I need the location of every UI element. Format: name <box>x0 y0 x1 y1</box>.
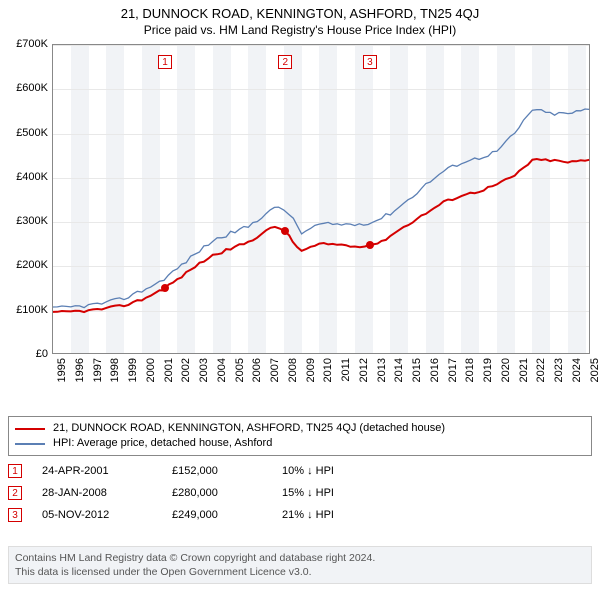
y-axis-label: £300K <box>8 215 48 227</box>
altband <box>213 45 231 353</box>
legend-label: 21, DUNNOCK ROAD, KENNINGTON, ASHFORD, T… <box>53 421 445 436</box>
altband <box>106 45 124 353</box>
event-num-box: 2 <box>8 486 22 500</box>
event-num-box: 1 <box>8 464 22 478</box>
gridline <box>53 134 589 135</box>
sale-marker-dot <box>366 241 374 249</box>
x-axis-label: 2020 <box>500 358 512 382</box>
event-price: £280,000 <box>172 487 262 499</box>
sale-marker-label: 3 <box>363 55 377 69</box>
x-axis-label: 2001 <box>163 358 175 382</box>
altband <box>284 45 302 353</box>
x-axis-label: 2007 <box>269 358 281 382</box>
x-axis-label: 2005 <box>234 358 246 382</box>
x-axis-label: 1998 <box>109 358 121 382</box>
event-row: 2 28-JAN-2008 £280,000 15% ↓ HPI <box>8 482 592 504</box>
event-price: £152,000 <box>172 465 262 477</box>
x-axis-label: 2014 <box>393 358 405 382</box>
event-row: 3 05-NOV-2012 £249,000 21% ↓ HPI <box>8 504 592 526</box>
x-axis-label: 2018 <box>464 358 476 382</box>
page-subtitle: Price paid vs. HM Land Registry's House … <box>0 23 600 37</box>
event-date: 05-NOV-2012 <box>42 509 152 521</box>
x-axis-label: 2021 <box>518 358 530 382</box>
chart-legend: 21, DUNNOCK ROAD, KENNINGTON, ASHFORD, T… <box>8 416 592 456</box>
x-axis-label: 2002 <box>180 358 192 382</box>
plot-area: 1 2 3 <box>52 44 590 354</box>
x-axis-label: 2010 <box>322 358 334 382</box>
gridline <box>53 266 589 267</box>
attribution-line1: Contains HM Land Registry data © Crown c… <box>15 551 585 565</box>
altband <box>71 45 89 353</box>
legend-row: 21, DUNNOCK ROAD, KENNINGTON, ASHFORD, T… <box>15 421 585 436</box>
x-axis-label: 1995 <box>56 358 68 382</box>
event-num-box: 3 <box>8 508 22 522</box>
x-axis-label: 2025 <box>589 358 600 382</box>
gridline <box>53 178 589 179</box>
event-delta: 21% ↓ HPI <box>282 509 402 521</box>
x-axis-label: 2006 <box>251 358 263 382</box>
gridline <box>53 45 589 46</box>
x-axis-label: 1996 <box>74 358 86 382</box>
event-row: 1 24-APR-2001 £152,000 10% ↓ HPI <box>8 460 592 482</box>
x-axis-label: 2016 <box>429 358 441 382</box>
altband <box>532 45 550 353</box>
event-delta: 15% ↓ HPI <box>282 487 402 499</box>
altband <box>426 45 444 353</box>
x-axis-label: 2019 <box>482 358 494 382</box>
event-list: 1 24-APR-2001 £152,000 10% ↓ HPI 2 28-JAN-200… <box>8 460 592 526</box>
y-axis-label: £600K <box>8 82 48 94</box>
event-date: 24-APR-2001 <box>42 465 152 477</box>
x-axis-label: 1999 <box>127 358 139 382</box>
x-axis-label: 2023 <box>553 358 565 382</box>
x-axis-label: 1997 <box>92 358 104 382</box>
event-delta: 10% ↓ HPI <box>282 465 402 477</box>
gridline <box>53 222 589 223</box>
gridline <box>53 89 589 90</box>
attribution-line2: This data is licensed under the Open Gov… <box>15 565 585 579</box>
x-axis-label: 2004 <box>216 358 228 382</box>
sale-marker-label: 2 <box>278 55 292 69</box>
legend-label: HPI: Average price, detached house, Ashf… <box>53 436 272 451</box>
event-price: £249,000 <box>172 509 262 521</box>
y-axis-label: £100K <box>8 304 48 316</box>
sale-marker-dot <box>281 227 289 235</box>
y-axis-label: £0 <box>8 348 48 360</box>
legend-swatch <box>15 443 45 445</box>
altband <box>177 45 195 353</box>
x-axis-label: 2012 <box>358 358 370 382</box>
event-date: 28-JAN-2008 <box>42 487 152 499</box>
altband <box>355 45 373 353</box>
x-axis-label: 2013 <box>376 358 388 382</box>
legend-swatch <box>15 428 45 430</box>
altband <box>497 45 515 353</box>
y-axis-label: £400K <box>8 171 48 183</box>
gridline <box>53 311 589 312</box>
x-axis-label: 2011 <box>340 358 352 382</box>
sale-marker-label: 1 <box>158 55 172 69</box>
altband <box>461 45 479 353</box>
y-axis-label: £700K <box>8 38 48 50</box>
price-chart: 123 £0£100K£200K£300K£400K£500K£600K£700… <box>8 44 592 384</box>
altband <box>568 45 586 353</box>
y-axis-label: £500K <box>8 127 48 139</box>
y-axis-label: £200K <box>8 259 48 271</box>
x-axis-label: 2015 <box>411 358 423 382</box>
x-axis-label: 2017 <box>447 358 459 382</box>
altband <box>248 45 266 353</box>
legend-row: HPI: Average price, detached house, Ashf… <box>15 436 585 451</box>
altband <box>142 45 160 353</box>
altband <box>390 45 408 353</box>
x-axis-label: 2009 <box>305 358 317 382</box>
sale-marker-dot <box>161 284 169 292</box>
x-axis-label: 2003 <box>198 358 210 382</box>
x-axis-label: 2008 <box>287 358 299 382</box>
altband <box>319 45 337 353</box>
x-axis-label: 2024 <box>571 358 583 382</box>
x-axis-label: 2000 <box>145 358 157 382</box>
page-title: 21, DUNNOCK ROAD, KENNINGTON, ASHFORD, T… <box>0 6 600 21</box>
x-axis-label: 2022 <box>535 358 547 382</box>
attribution-text: Contains HM Land Registry data © Crown c… <box>8 546 592 584</box>
